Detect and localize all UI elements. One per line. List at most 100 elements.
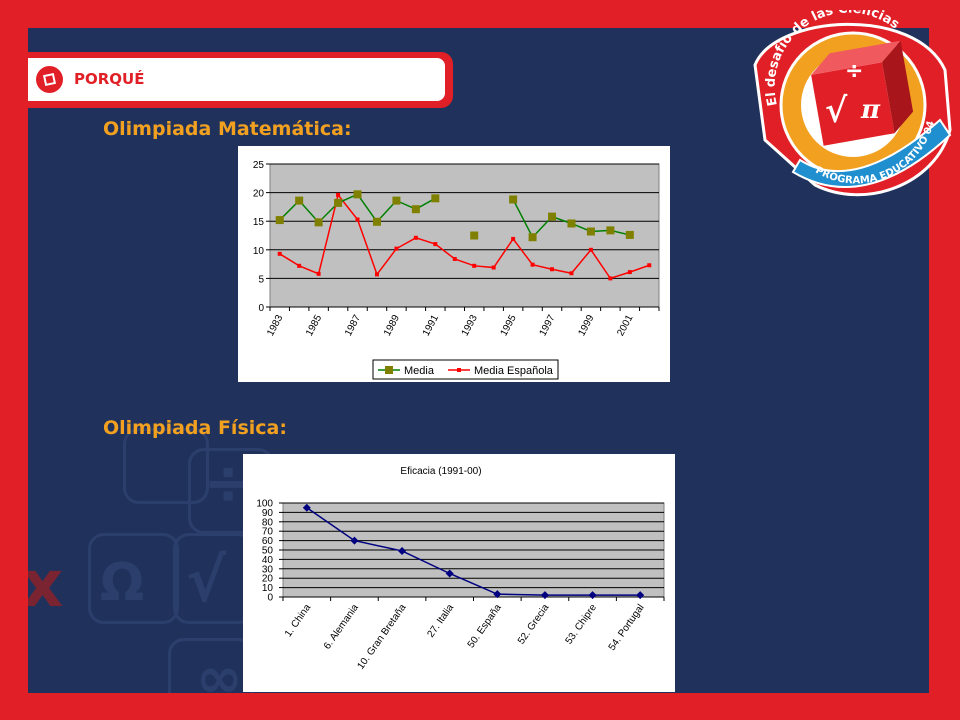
series-line-eficacia [306,507,641,596]
data-point-media [353,190,362,199]
data-point-media [606,226,615,235]
data-point-media [470,231,479,240]
section-tab[interactable]: PORQUÉ [28,58,445,101]
background-key-3 [88,533,179,624]
x-tick-label: 2001 [615,313,635,338]
logo-divide-symbol: ÷ [845,59,863,84]
data-point-media-espanola [336,192,341,197]
background-infinity-symbol: ∞ [196,646,243,693]
data-point-media [411,205,420,214]
legend-label-media-espanola: Media Española [474,365,554,377]
data-point-eficacia [398,546,407,555]
data-point-eficacia [636,591,645,600]
y-tick-label: 80 [262,517,274,528]
legend-label-media: Media [404,365,435,377]
tab-label: PORQUÉ [74,70,145,88]
y-tick-label: 0 [258,303,264,314]
y-tick-label: 50 [262,546,274,557]
data-point-media-espanola [647,263,652,268]
program-logo: √ π ÷ El desafío de las Ciencias PROGRAM… [745,1,955,210]
data-point-media [372,217,381,226]
data-point-media-espanola [452,256,457,261]
data-point-media [431,194,440,203]
data-point-media [528,233,537,242]
x-tick-label: 1991 [421,313,441,338]
data-point-media [275,216,284,225]
math-olympiad-chart-svg: 0 5 10 15 20 25 1983 1985 1987 1989 1991 1993 1995 19… [253,160,660,380]
x-tick-label: 10. Gran Bretaña [356,602,409,672]
data-point-eficacia [350,536,359,545]
background-times-symbol: x [28,548,64,622]
x-tick-label: 1999 [576,313,596,338]
y-tick-label: 40 [262,555,274,566]
background-key-1 [123,428,209,504]
data-point-eficacia [588,591,597,600]
x-tick-label: 1993 [460,313,480,338]
data-point-media-espanola [491,265,496,270]
x-tick-label: 1995 [499,313,519,338]
y-tick-label: 25 [253,160,265,171]
physics-olympiad-heading: Olimpiada Física: [103,417,287,439]
data-point-media [625,230,634,239]
math-olympiad-heading: Olimpiada Matemática: [103,118,352,140]
data-point-media-espanola [550,267,555,272]
background-sqrt-symbol: √ [186,546,227,616]
data-point-media [548,212,557,221]
x-tick-label: 1. China [283,602,314,639]
x-tick-label: 53. Chipre [564,602,600,646]
data-point-media [586,227,595,236]
legend-marker-media [385,366,393,374]
physics-olympiad-chart-svg: Eficacia (1991-00) 0102030405060708090100… [256,466,665,672]
data-point-media-espanola [433,242,438,247]
data-point-eficacia [493,590,502,599]
data-point-media-espanola [297,263,302,268]
y-tick-label: 30 [262,564,274,575]
data-point-media-espanola [511,236,516,241]
y-tick-label: 5 [258,274,264,285]
x-tick-label: 1983 [265,313,285,338]
y-tick-label: 20 [253,189,265,200]
data-point-media-espanola [413,235,418,240]
y-tick-label: 100 [256,499,273,510]
data-point-media-espanola [394,246,399,251]
y-tick-label: 10 [253,246,265,257]
x-tick-label: 6. Alemania [322,602,361,651]
x-tick-label: 1997 [538,313,558,338]
x-tick-label: 1985 [304,313,324,338]
data-point-eficacia [445,569,454,578]
chart-title: Eficacia (1991-00) [400,466,481,477]
data-point-media-espanola [277,251,282,256]
data-point-media-espanola [627,270,632,275]
x-tick-label: 27. Italia [425,602,456,640]
data-point-media-espanola [569,271,574,276]
data-point-media-espanola [316,271,321,276]
data-point-eficacia [302,503,311,512]
data-point-media-espanola [608,276,613,281]
y-tick-label: 10 [262,583,274,594]
data-point-media-espanola [588,247,593,252]
y-tick-label: 20 [262,574,274,585]
program-logo-icon [36,66,63,93]
y-tick-label: 0 [267,593,273,604]
y-tick-label: 70 [262,527,274,538]
logo-sqrt-symbol: √ [825,91,848,131]
data-point-media-espanola [374,272,379,277]
x-tick-label: 52. Grecia [516,602,552,646]
x-tick-label: 54. Portugal [607,602,647,652]
data-point-media-espanola [355,217,360,222]
data-point-media [509,195,518,204]
y-tick-label: 60 [262,536,274,547]
logo-pi-symbol: π [860,95,881,125]
data-point-media-espanola [530,262,535,267]
data-point-media [392,196,401,205]
x-tick-label: 1989 [382,313,402,338]
data-point-media [567,219,576,228]
y-tick-label: 15 [253,217,265,228]
physics-olympiad-chart: Eficacia (1991-00) 0 10 20 30 40 50 60 70 80 90 100… [243,454,675,692]
data-point-media [295,196,304,205]
plot-area [269,163,660,308]
x-tick-label: 1987 [343,313,363,338]
x-tick-label: 50. España [466,602,504,650]
background-omega-symbol: Ω [100,553,145,613]
